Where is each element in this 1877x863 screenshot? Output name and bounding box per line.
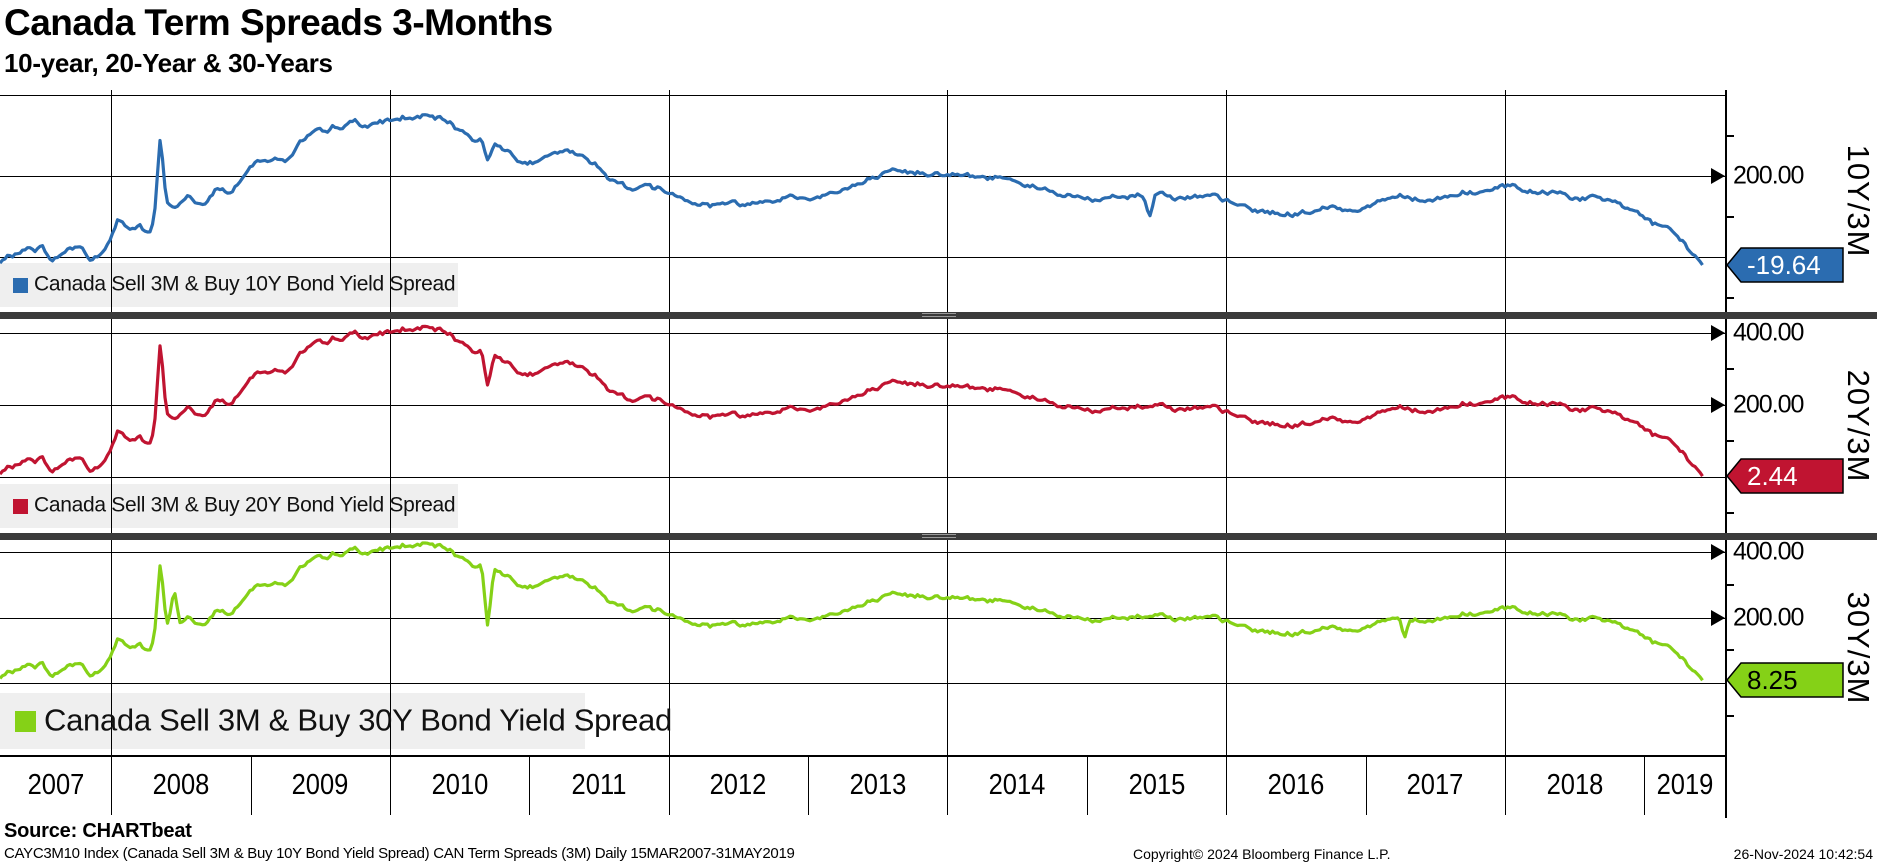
ytick-arrow-icon [1711, 325, 1725, 341]
ytick-minor [1725, 440, 1734, 442]
ytick-minor [1725, 296, 1734, 299]
panel-splitter[interactable] [0, 533, 1877, 540]
legend-background [0, 484, 458, 528]
ytick-minor [1725, 134, 1734, 137]
ytick-label: 200.00 [1733, 603, 1804, 631]
last-value-badge: 2.44 [1726, 458, 1844, 494]
ytick-minor [1725, 368, 1734, 370]
ticker-description: CAYC3M10 Index (Canada Sell 3M & Buy 10Y… [4, 845, 795, 862]
legend-background [0, 263, 458, 307]
series-line-20y-3m [0, 324, 1704, 477]
ytick-label: 200.00 [1733, 161, 1804, 190]
xtick-separator [251, 757, 252, 815]
panel-splitter[interactable] [0, 312, 1877, 319]
ytick-label: 400.00 [1733, 318, 1804, 347]
panel-axis-label: 20Y/3M [1841, 369, 1876, 483]
xtick-separator [1087, 757, 1088, 815]
xtick-year-label: 2011 [571, 769, 627, 801]
last-value-badge: 8.25 [1726, 662, 1844, 699]
ytick-arrow-icon [1711, 168, 1725, 184]
series-line-10y-3m [0, 113, 1704, 266]
xtick-separator [808, 757, 809, 815]
xtick-separator [111, 757, 112, 815]
badge-value: -19.64 [1747, 250, 1821, 280]
xtick-year-label: 2017 [1406, 769, 1464, 801]
legend-label: Canada Sell 3M & Buy 20Y Bond Yield Spre… [34, 493, 456, 517]
chart-panel-30y-3m[interactable] [0, 540, 1725, 755]
copyright-text: Copyright© 2024 Bloomberg Finance L.P. [1133, 846, 1391, 862]
xtick-separator [1644, 757, 1645, 815]
xtick-year-label: 2007 [27, 769, 85, 801]
badge-value: 2.44 [1747, 461, 1798, 491]
ytick-label: 400.00 [1733, 537, 1804, 566]
ytick-arrow-icon [1711, 609, 1725, 626]
xtick-separator [1226, 757, 1227, 815]
xtick-separator [390, 757, 391, 815]
xtick-year-label: 2009 [292, 769, 349, 801]
legend-label: Canada Sell 3M & Buy 10Y Bond Yield Spre… [34, 272, 456, 296]
splitter-grip-icon [921, 534, 956, 539]
chart-panel-20y-3m[interactable] [0, 319, 1725, 533]
page-title: Canada Term Spreads 3-Months [4, 2, 553, 43]
last-value-badge: -19.64 [1726, 247, 1844, 283]
xtick-year-label: 2015 [1128, 769, 1185, 801]
ytick-arrow-icon [1711, 544, 1725, 560]
badge-value: 8.25 [1747, 665, 1798, 695]
legend-swatch-icon [13, 277, 28, 293]
xtick-separator [1505, 757, 1506, 815]
series-line-30y-3m [0, 541, 1704, 682]
xtick-year-label: 2019 [1656, 769, 1713, 801]
badge-shape [1726, 458, 1844, 494]
ytick-minor [1725, 714, 1734, 717]
ytick-minor [1725, 215, 1734, 218]
xtick-year-label: 2014 [988, 769, 1046, 801]
xtick-year-label: 2018 [1546, 769, 1603, 801]
xtick-separator [529, 757, 530, 815]
panel-axis-label: 30Y/3M [1841, 591, 1876, 705]
legend-label: Canada Sell 3M & Buy 30Y Bond Yield Spre… [44, 702, 672, 738]
xtick-year-label: 2012 [710, 769, 767, 801]
ytick-minor [1725, 512, 1734, 514]
ytick-label: 200.00 [1733, 390, 1804, 419]
timestamp: 26-Nov-2024 10:42:54 [1733, 846, 1873, 862]
badge-shape [1726, 662, 1844, 699]
legend-background [0, 693, 585, 749]
x-axis: 2007 2008 2009 2010 2011 2012 2013 2014 2015 2016… [0, 755, 1727, 820]
xtick-year-label: 2008 [152, 769, 210, 801]
xtick-year-label: 2010 [431, 769, 489, 801]
legend-swatch-icon [13, 498, 28, 514]
splitter-grip-icon [921, 313, 956, 318]
xtick-separator [947, 757, 948, 815]
source-label: Source: CHARTbeat [4, 820, 192, 842]
ytick-minor [1725, 649, 1734, 652]
legend-swatch-icon [15, 710, 36, 732]
xtick-year-label: 2013 [849, 769, 907, 801]
right-axis-line [1725, 90, 1727, 818]
page-subtitle: 10-year, 20-Year & 30-Years [4, 48, 333, 78]
xtick-separator [669, 757, 670, 815]
xtick-separator [1366, 757, 1367, 815]
chart-panel-10y-3m[interactable] [0, 90, 1725, 312]
badge-shape [1726, 247, 1844, 283]
ytick-minor [1725, 583, 1734, 586]
panel-axis-label: 10Y/3M [1841, 144, 1876, 258]
xtick-year-label: 2016 [1267, 769, 1325, 801]
ytick-arrow-icon [1711, 397, 1725, 413]
